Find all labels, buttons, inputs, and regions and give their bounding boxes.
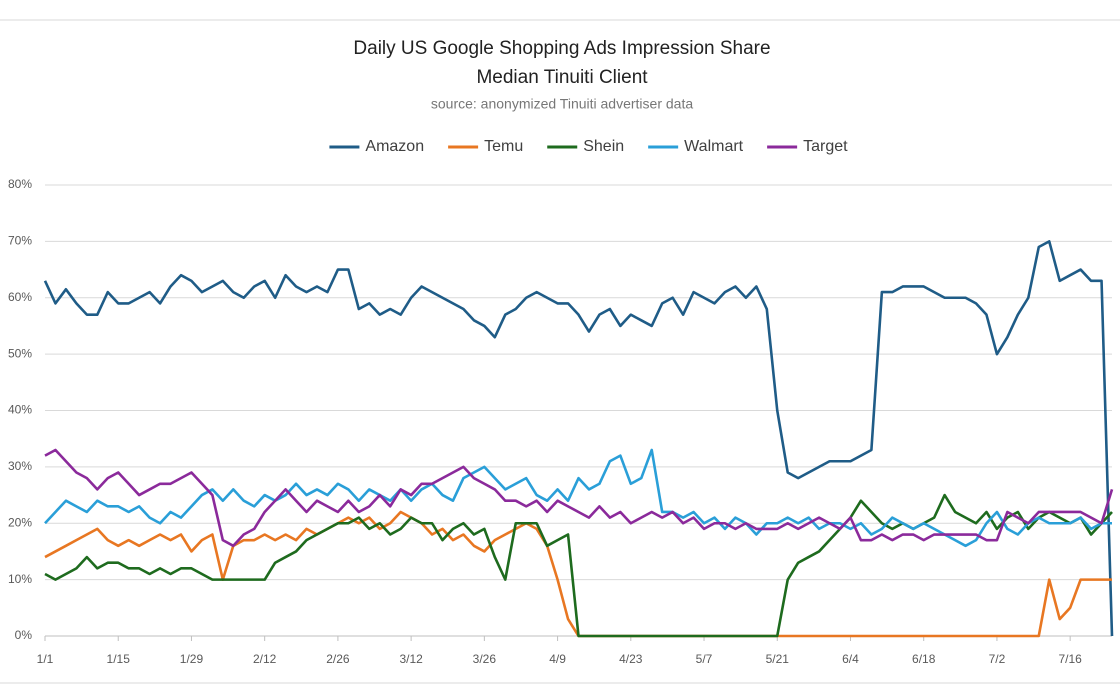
y-tick-label: 50%	[8, 346, 32, 360]
x-tick-label: 7/16	[1058, 652, 1082, 666]
chart-subtitle: Median Tinuiti Client	[476, 67, 648, 88]
y-tick-label: 80%	[8, 177, 32, 191]
legend-label: Walmart	[684, 138, 744, 155]
y-tick-label: 30%	[8, 459, 32, 473]
x-tick-label: 1/15	[107, 652, 131, 666]
x-tick-label: 7/2	[989, 652, 1006, 666]
series-line	[44, 448, 1114, 548]
x-tick-label: 4/23	[619, 652, 643, 666]
x-tick-label: 1/29	[180, 652, 204, 666]
x-tick-label: 3/12	[399, 652, 423, 666]
y-tick-label: 20%	[8, 515, 32, 529]
x-tick-label: 4/9	[549, 652, 566, 666]
series-line	[44, 493, 1113, 638]
chart-title: Daily US Google Shopping Ads Impression …	[353, 38, 770, 59]
y-tick-label: 40%	[8, 403, 32, 417]
y-tick-label: 60%	[8, 290, 32, 304]
legend-label: Target	[803, 138, 848, 155]
legend-label: Temu	[484, 138, 523, 155]
series-line	[44, 510, 1112, 638]
legend-label: Shein	[583, 138, 624, 155]
y-tick-label: 10%	[8, 572, 32, 586]
x-tick-label: 5/7	[696, 652, 713, 666]
series-line	[44, 448, 1112, 548]
x-tick-label: 2/12	[253, 652, 277, 666]
x-tick-label: 5/21	[766, 652, 790, 666]
x-tick-label: 3/26	[473, 652, 497, 666]
series-line	[43, 240, 1114, 637]
source-note: source: anonymized Tinuiti advertiser da…	[431, 96, 693, 112]
x-tick-label: 6/18	[912, 652, 936, 666]
y-tick-label: 0%	[15, 628, 33, 642]
x-tick-label: 2/26	[326, 652, 350, 666]
x-tick-label: 6/4	[842, 652, 859, 666]
legend-label: Amazon	[365, 138, 424, 155]
x-tick-label: 1/1	[37, 652, 54, 666]
y-tick-label: 70%	[8, 234, 32, 248]
